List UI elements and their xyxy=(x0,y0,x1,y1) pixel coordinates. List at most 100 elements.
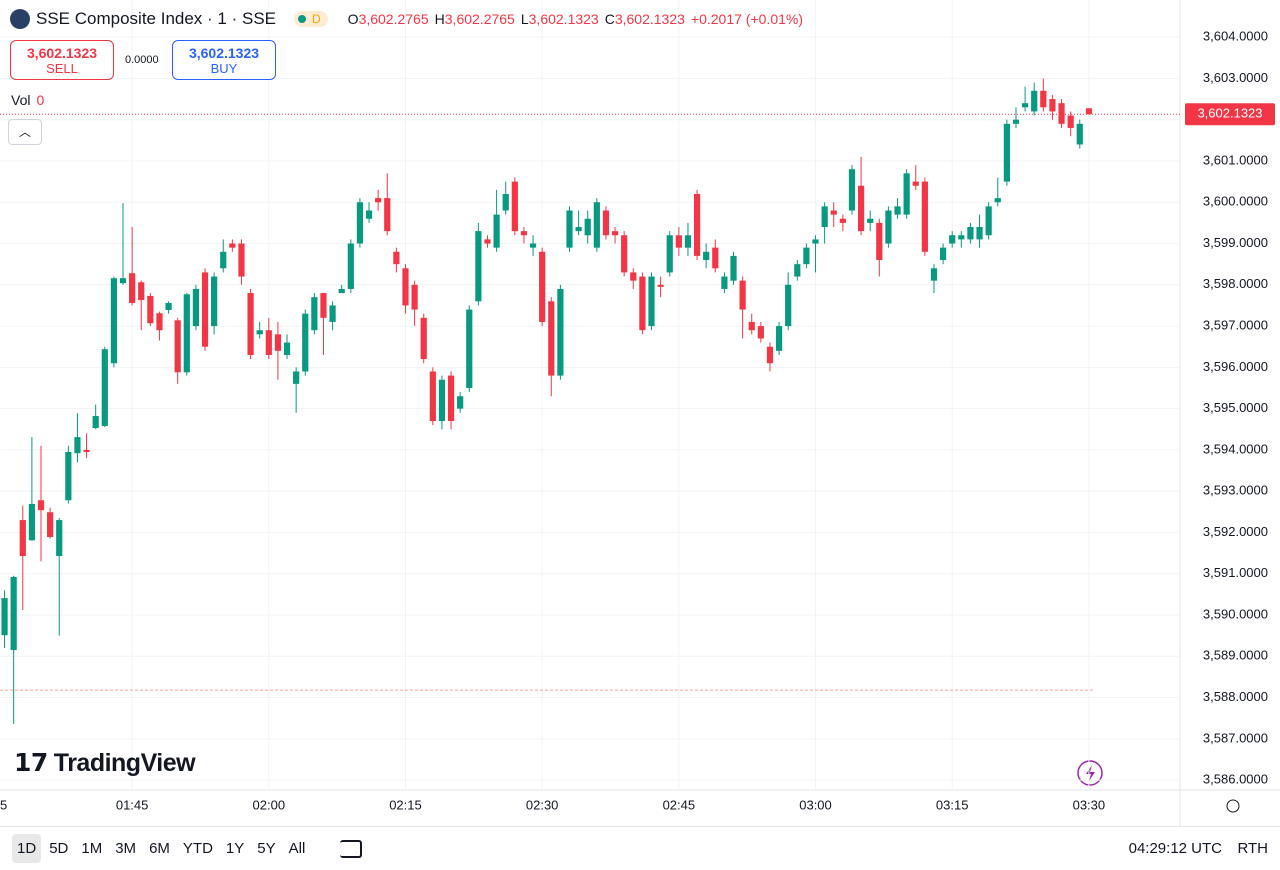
candle-body xyxy=(238,243,245,277)
x-tick-label: 02:45 xyxy=(663,797,696,812)
ohlc-value: 3,602.1323 xyxy=(614,11,685,27)
candle-body xyxy=(949,235,956,244)
range-button[interactable]: 6M xyxy=(149,840,170,857)
candle-body xyxy=(539,251,546,322)
candle-body xyxy=(320,293,327,318)
candle-body xyxy=(493,214,500,248)
ohlc-label: L xyxy=(520,11,529,27)
candle-body xyxy=(365,210,373,219)
x-tick-label: 03:15 xyxy=(936,797,969,812)
candle-body xyxy=(885,210,892,244)
candle-body xyxy=(739,280,746,310)
candle-body xyxy=(958,235,965,240)
ohlc-label: H xyxy=(434,11,445,27)
range-button[interactable]: 1D xyxy=(12,834,42,863)
candle-body xyxy=(220,251,227,269)
ohlc-value: 3,602.2765 xyxy=(358,11,429,27)
candle-body xyxy=(730,255,737,281)
candle-body xyxy=(1049,99,1056,112)
last-price-box xyxy=(1185,103,1275,126)
candle-body xyxy=(484,239,491,244)
candle-body xyxy=(1076,123,1083,145)
y-tick-label: 3,601.0000 xyxy=(1203,152,1268,167)
alert-bolt xyxy=(1086,765,1095,781)
candle-body xyxy=(675,235,682,248)
candle-body xyxy=(74,437,81,454)
candle-body xyxy=(302,313,309,372)
candle-body xyxy=(621,235,628,273)
candle-body xyxy=(876,222,883,261)
candle-body xyxy=(520,231,528,236)
ohlc: O3,602.2765 H3,602.2765 L3,602.1323 C3,6… xyxy=(348,11,803,27)
candle-body xyxy=(156,313,163,331)
candle-body xyxy=(602,210,610,236)
candle-body xyxy=(666,235,673,273)
y-tick-label: 3,596.0000 xyxy=(1203,359,1268,374)
candle-body xyxy=(967,227,974,240)
market-status[interactable]: D xyxy=(294,11,328,27)
candle-body xyxy=(10,577,17,651)
candle-body xyxy=(775,326,783,351)
candle-body xyxy=(475,231,482,302)
candle-body xyxy=(639,276,646,331)
collapse-button[interactable]: ︿ xyxy=(8,119,42,145)
candle-body xyxy=(47,512,54,537)
y-tick-label: 3,592.0000 xyxy=(1203,524,1268,539)
sell-price: 3,602.1323 xyxy=(26,45,98,61)
candle-body xyxy=(356,202,364,244)
candle-body xyxy=(757,326,764,339)
change: +0.2017 (+0.01%) xyxy=(690,11,804,27)
candle-body xyxy=(693,193,701,256)
candle-body xyxy=(857,185,865,232)
candle-body xyxy=(92,416,99,429)
range-button[interactable]: 5Y xyxy=(257,840,276,857)
candle-body xyxy=(101,349,108,426)
calendar-icon[interactable] xyxy=(340,839,363,858)
candle-body xyxy=(183,294,190,373)
candle-body xyxy=(1058,103,1065,124)
range-button[interactable]: 1Y xyxy=(225,840,245,857)
settings-icon[interactable] xyxy=(1226,799,1240,813)
candle-body xyxy=(65,451,72,501)
candle-body xyxy=(438,379,446,422)
candle-body xyxy=(821,206,828,228)
candle-body xyxy=(593,202,600,248)
candle-body xyxy=(794,264,801,277)
range-button[interactable]: 3M xyxy=(115,840,137,857)
candle-body xyxy=(211,276,218,327)
candle-body xyxy=(684,235,692,248)
alert-icon[interactable] xyxy=(1077,760,1103,786)
candle-body xyxy=(256,330,263,335)
symbol-title: SSE Composite Index · 1 · SSE xyxy=(36,9,276,28)
candle-body xyxy=(192,288,200,327)
candle-body xyxy=(511,181,518,232)
buy-label: BUY xyxy=(210,61,238,76)
range-button[interactable]: All xyxy=(288,840,306,857)
candle-body xyxy=(329,305,336,322)
candle-body xyxy=(457,396,464,409)
ohlc-label: O xyxy=(347,11,359,27)
candle-body xyxy=(119,278,127,284)
range-button[interactable]: 5D xyxy=(49,840,69,857)
range-button[interactable]: YTD xyxy=(182,840,213,857)
candle-body xyxy=(420,317,427,360)
buy-button[interactable]: 3,602.1323 BUY xyxy=(172,40,276,80)
candle-body xyxy=(375,198,382,203)
ohlc-label: C xyxy=(604,11,615,27)
candle-body xyxy=(28,503,35,541)
sell-button[interactable]: 3,602.1323 SELL xyxy=(10,40,114,80)
candle-body xyxy=(848,169,856,211)
candle-body xyxy=(721,276,728,289)
session[interactable]: RTH xyxy=(1237,840,1268,857)
candle-body xyxy=(703,251,710,261)
candle-body xyxy=(839,218,846,223)
candle-body xyxy=(976,227,983,240)
candle-body xyxy=(1021,103,1029,108)
y-tick-label: 3,604.0000 xyxy=(1203,29,1268,44)
candle-body xyxy=(575,227,582,232)
candle-body xyxy=(648,276,655,327)
candle-body xyxy=(1003,123,1010,182)
grid xyxy=(0,0,1180,790)
range-button[interactable]: 1M xyxy=(81,840,103,857)
